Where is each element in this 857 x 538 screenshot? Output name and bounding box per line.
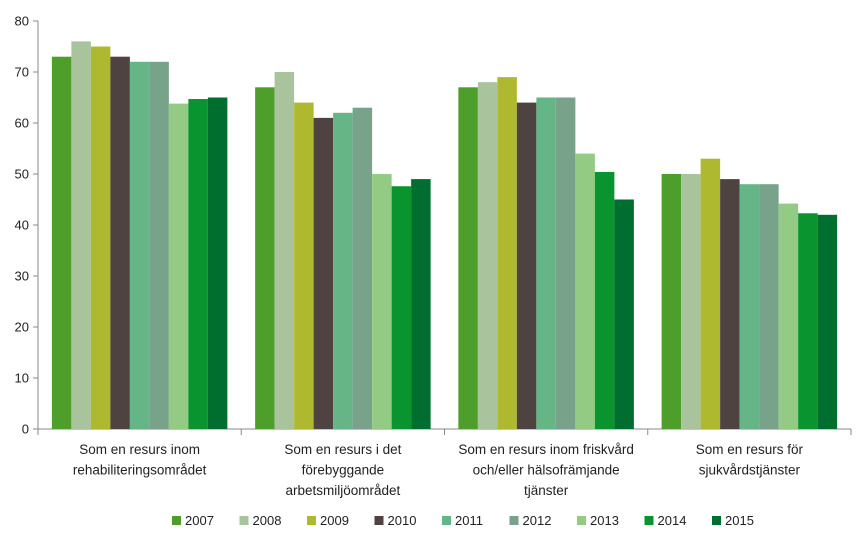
legend-swatch-2013 — [577, 516, 586, 525]
y-tick-label: 30 — [15, 269, 29, 284]
y-tick-label: 60 — [15, 116, 29, 131]
bar-2012-category-4 — [759, 184, 779, 429]
legend-swatch-2012 — [509, 516, 519, 525]
legend-swatch-2009 — [307, 516, 316, 525]
bar-2011-category-2 — [333, 112, 353, 430]
bar-2008-category-4 — [681, 174, 701, 429]
legend-label-2009: 2009 — [320, 513, 349, 528]
bar-2007-category-4 — [661, 174, 682, 429]
x-category-label: sjukvårdstjänster — [699, 463, 801, 478]
x-category-label: Som en resurs för — [696, 442, 804, 457]
bar-2012-category-3 — [555, 97, 576, 429]
bar-2008-category-2 — [274, 72, 295, 429]
y-tick-label: 70 — [15, 65, 29, 80]
legend-label-2011: 2011 — [455, 513, 483, 528]
bar-2014-category-1 — [188, 99, 208, 429]
bar-2008-category-1 — [71, 41, 91, 430]
bar-2013-category-1 — [168, 103, 189, 430]
bar-2011-category-4 — [739, 184, 760, 429]
bar-2013-category-3 — [575, 153, 595, 429]
category-labels: Som en resurs inom rehabiliteringsområdet… — [73, 442, 804, 498]
bar-2009-category-4 — [700, 158, 721, 429]
x-category-label: Som en resurs i det — [284, 442, 401, 457]
x-category-label: tjänster — [524, 483, 569, 498]
y-tick-label: 10 — [15, 371, 29, 386]
bar-2015-category-3 — [614, 199, 634, 429]
legend-swatch-2010 — [374, 516, 384, 525]
legend: 2007 2008 2009 2010 2011 2012 2013 2014 2015 — [172, 513, 754, 528]
legend-swatch-2015 — [712, 516, 721, 525]
x-category-label: arbetsmiljöområdet — [285, 483, 400, 498]
legend-swatch-2014 — [644, 516, 654, 525]
bar-2015-category-4 — [817, 214, 838, 429]
legend-label-2010: 2010 — [388, 513, 417, 528]
bar-2008-category-3 — [477, 82, 498, 429]
x-category-label: och/eller hälsofrämjande — [473, 463, 620, 478]
bar-2010-category-2 — [313, 117, 334, 430]
bar-2015-category-1 — [207, 97, 228, 429]
bar-2011-category-3 — [536, 97, 556, 429]
x-category-label: rehabiliteringsområdet — [73, 463, 207, 478]
bar-2009-category-3 — [497, 77, 517, 429]
bar-2014-category-3 — [594, 171, 615, 429]
legend-swatch-2008 — [239, 516, 249, 525]
bar-2014-category-2 — [391, 186, 412, 429]
y-tick-label: 50 — [15, 167, 29, 182]
bar-2010-category-1 — [110, 56, 130, 429]
bar-2014-category-4 — [798, 213, 818, 429]
legend-label-2012: 2012 — [523, 513, 552, 528]
x-category-label: förebyggande — [302, 463, 385, 478]
bar-2013-category-4 — [778, 203, 799, 429]
bar-2007-category-1 — [51, 56, 72, 429]
legend-label-2014: 2014 — [658, 513, 687, 528]
bar-2011-category-1 — [129, 61, 150, 430]
y-tick-label: 0 — [22, 422, 29, 437]
x-category-label: Som en resurs inom friskvård — [458, 442, 634, 457]
legend-label-2015: 2015 — [725, 513, 754, 528]
y-tick-label: 80 — [15, 14, 29, 29]
legend-swatch-2011 — [442, 516, 451, 525]
bars — [51, 41, 838, 430]
bar-2009-category-1 — [90, 46, 111, 429]
bar-2007-category-2 — [255, 87, 275, 430]
bar-2010-category-4 — [720, 179, 740, 429]
bar-2012-category-1 — [149, 61, 169, 430]
y-tick-label: 40 — [15, 218, 29, 233]
bar-2007-category-3 — [458, 87, 478, 430]
bar-2010-category-3 — [516, 102, 537, 429]
legend-label-2007: 2007 — [185, 513, 214, 528]
bar-2009-category-2 — [294, 102, 314, 429]
y-tick-label: 20 — [15, 320, 29, 335]
x-category-label: Som en resurs inom — [79, 442, 200, 457]
legend-label-2008: 2008 — [253, 513, 282, 528]
bar-2015-category-2 — [411, 179, 431, 429]
legend-label-2013: 2013 — [590, 513, 619, 528]
bar-2012-category-2 — [352, 107, 373, 429]
bar-2013-category-2 — [372, 174, 392, 429]
legend-swatch-2007 — [172, 516, 181, 525]
